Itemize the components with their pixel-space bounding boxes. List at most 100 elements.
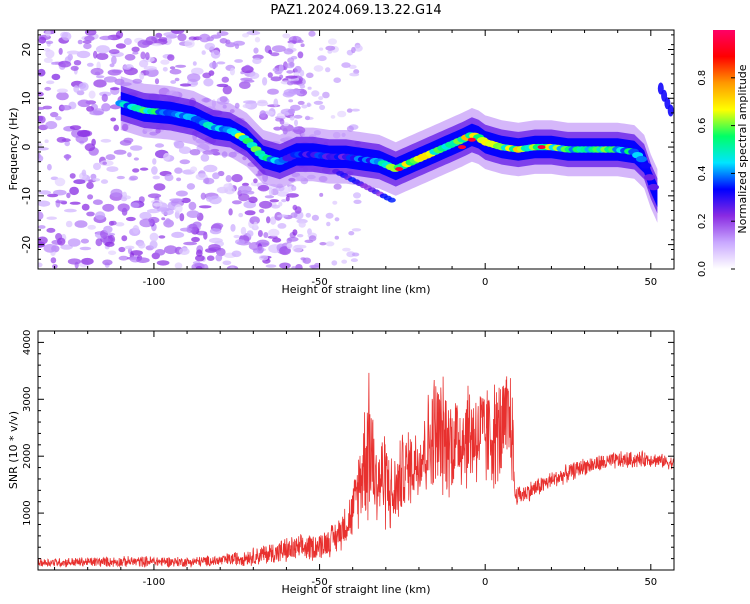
noise-speckle — [56, 91, 69, 101]
noise-speckle — [124, 54, 136, 61]
ridge-edge-feature — [667, 104, 674, 117]
noise-speckle — [47, 163, 52, 171]
noise-speckle — [210, 34, 222, 39]
noise-speckle — [86, 106, 95, 112]
noise-speckle — [93, 162, 101, 171]
noise-speckle — [174, 77, 180, 82]
noise-speckle — [102, 259, 113, 266]
y-tick-label: 10 — [20, 91, 33, 105]
noise-speckle — [73, 60, 82, 66]
noise-speckle — [286, 242, 293, 250]
noise-speckle — [341, 259, 348, 264]
noise-speckle — [38, 142, 43, 147]
noise-speckle — [77, 39, 83, 45]
noise-speckle — [184, 39, 195, 48]
x-tick-label: -50 — [311, 577, 327, 588]
noise-speckle — [171, 30, 185, 34]
noise-speckle — [202, 177, 215, 185]
noise-speckle — [38, 211, 44, 221]
noise-speckle — [181, 197, 191, 204]
noise-speckle — [38, 115, 46, 124]
noise-speckle — [322, 91, 330, 99]
noise-speckle — [38, 68, 46, 77]
ridge-halo — [120, 85, 658, 214]
noise-speckle — [74, 220, 88, 228]
noise-speckle — [122, 191, 127, 199]
noise-speckle — [291, 266, 297, 269]
noise-speckle — [353, 192, 361, 199]
noise-speckle — [346, 108, 353, 113]
ridge-cell — [644, 174, 655, 181]
noise-speckle — [120, 197, 128, 202]
colorbar-tick-label: 0.0 — [697, 261, 708, 277]
noise-speckle — [115, 43, 126, 49]
noise-speckle — [295, 264, 303, 269]
noise-speckle — [58, 60, 72, 68]
noise-speckle — [209, 227, 222, 235]
noise-speckle — [164, 245, 178, 255]
noise-speckle — [231, 200, 242, 205]
noise-speckle — [328, 38, 337, 45]
noise-speckle — [69, 186, 79, 196]
y-tick-label: 20 — [20, 43, 33, 57]
noise-speckle — [90, 67, 104, 76]
noise-speckle — [195, 173, 208, 181]
noise-speckle — [111, 55, 117, 65]
noise-speckle — [279, 118, 285, 125]
noise-speckle — [99, 35, 113, 41]
noise-speckle — [46, 80, 55, 85]
noise-speckle — [167, 54, 175, 61]
noise-speckle — [191, 236, 200, 243]
noise-speckle — [248, 196, 258, 204]
noise-speckle — [140, 51, 146, 60]
noise-speckle — [38, 262, 43, 268]
noise-speckle — [244, 79, 255, 83]
noise-speckle — [258, 255, 269, 261]
noise-speckle — [80, 238, 89, 244]
ridge-peak — [458, 145, 466, 150]
noise-speckle — [125, 216, 136, 222]
noise-speckle — [308, 30, 316, 37]
noise-speckle — [100, 179, 109, 184]
noise-speckle — [152, 158, 157, 165]
noise-speckle — [212, 172, 220, 180]
spectrogram-frame — [37, 29, 675, 270]
noise-speckle — [38, 190, 52, 195]
noise-speckle — [195, 266, 203, 269]
ridge-cell — [636, 155, 647, 163]
noise-speckle — [297, 39, 304, 44]
noise-speckle — [258, 208, 265, 214]
noise-speckle — [86, 181, 94, 190]
noise-speckle — [283, 111, 290, 116]
spectrogram-axes: -100 -50 0 50 20 10 0 -10 -20 — [20, 30, 674, 288]
colorbar-tick-label: 0.4 — [697, 165, 708, 181]
noise-speckle — [238, 193, 250, 202]
noise-speckle — [110, 87, 120, 91]
noise-speckle — [81, 257, 94, 265]
noise-speckle — [333, 183, 342, 190]
noise-speckle — [229, 266, 235, 269]
noise-speckle — [349, 72, 360, 77]
noise-speckle — [180, 227, 193, 232]
noise-speckle — [219, 96, 228, 103]
noise-speckle — [69, 125, 82, 130]
noise-speckle — [113, 124, 119, 132]
noise-speckle — [87, 194, 94, 200]
noise-speckle — [283, 61, 288, 71]
noise-speckle — [268, 228, 280, 237]
noise-speckle — [210, 49, 221, 59]
noise-speckle — [277, 223, 287, 229]
noise-speckle — [162, 67, 168, 72]
noise-speckle — [308, 235, 317, 242]
noise-speckle — [259, 110, 267, 118]
noise-speckle — [124, 245, 135, 250]
noise-speckle — [208, 244, 221, 251]
noise-speckle — [154, 143, 165, 148]
noise-speckle — [202, 264, 209, 269]
noise-speckle — [153, 183, 166, 191]
noise-speckle — [203, 164, 218, 173]
noise-speckle — [341, 62, 351, 68]
noise-speckle — [110, 188, 123, 198]
noise-speckle — [61, 138, 71, 142]
noise-speckle — [259, 200, 273, 209]
